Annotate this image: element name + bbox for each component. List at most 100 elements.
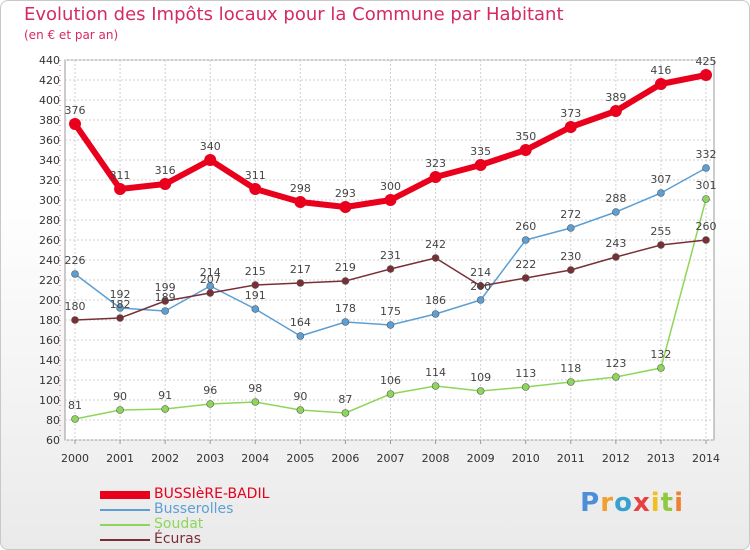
- data-label: 255: [650, 225, 671, 238]
- data-label: 215: [245, 265, 266, 278]
- data-label: 192: [110, 288, 131, 301]
- y-tick-label: 420: [39, 74, 60, 87]
- x-tick-label: 2002: [151, 452, 179, 465]
- data-label: 243: [605, 237, 626, 250]
- y-tick-label: 380: [39, 114, 60, 127]
- x-tick-label: 2014: [692, 452, 720, 465]
- logo-letter: i: [674, 488, 684, 518]
- data-point: [566, 266, 575, 274]
- data-point: [700, 69, 712, 81]
- x-tick-label: 2012: [602, 452, 630, 465]
- data-point: [702, 236, 710, 244]
- data-label: 132: [650, 348, 671, 361]
- data-point: [161, 307, 169, 315]
- data-label: 260: [696, 220, 717, 233]
- data-label: 376: [65, 104, 86, 117]
- data-label: 288: [605, 192, 626, 205]
- x-tick-label: 2010: [512, 452, 540, 465]
- data-point: [521, 383, 530, 391]
- data-point: [161, 405, 169, 413]
- data-point: [654, 78, 667, 90]
- data-point: [386, 321, 395, 329]
- data-point: [386, 390, 395, 398]
- data-label: 180: [65, 300, 86, 313]
- data-point: [249, 183, 262, 195]
- data-point: [71, 415, 79, 423]
- data-point: [204, 154, 217, 166]
- legend-item: Écuras: [100, 532, 269, 547]
- y-tick-label: 440: [39, 54, 60, 67]
- data-point: [206, 400, 215, 408]
- data-label: 300: [380, 180, 401, 193]
- data-point: [114, 183, 127, 195]
- data-point: [609, 105, 622, 117]
- data-label: 350: [515, 130, 536, 143]
- y-tick-label: 180: [39, 314, 60, 327]
- data-label: 230: [560, 250, 581, 263]
- data-label: 272: [560, 208, 581, 221]
- chart-title: Evolution des Impôts locaux pour la Comm…: [24, 4, 564, 25]
- x-tick-label: 2013: [647, 452, 675, 465]
- data-label: 189: [155, 291, 176, 304]
- y-tick-label: 260: [39, 234, 60, 247]
- data-label: 81: [68, 399, 82, 412]
- data-point: [251, 305, 260, 313]
- logo-letter: x: [632, 488, 651, 518]
- legend-label: Soudat: [154, 516, 204, 532]
- x-tick-label: 2004: [241, 452, 269, 465]
- data-label: 293: [335, 187, 356, 200]
- data-point: [341, 318, 350, 326]
- data-label: 178: [335, 302, 356, 315]
- y-tick-label: 120: [39, 374, 60, 387]
- data-label: 298: [290, 182, 311, 195]
- data-point: [474, 159, 487, 171]
- data-label: 222: [515, 258, 536, 271]
- legend-swatch: [100, 523, 150, 526]
- legend-label: Busserolles: [154, 501, 234, 517]
- data-point: [116, 314, 124, 322]
- data-label: 214: [470, 266, 491, 279]
- data-label: 175: [380, 305, 401, 318]
- legend-item: Soudat: [100, 517, 269, 532]
- data-label: 217: [290, 263, 311, 276]
- data-label: 311: [245, 169, 266, 182]
- data-point: [296, 279, 305, 287]
- y-tick-label: 280: [39, 214, 60, 227]
- legend-item: BUSSIèRE-BADIL: [100, 487, 269, 502]
- data-label: 416: [650, 64, 671, 77]
- logo-letter: r: [600, 488, 615, 518]
- legend-swatch: [100, 508, 150, 511]
- x-tick-label: 2006: [331, 452, 359, 465]
- data-label: 113: [515, 367, 536, 380]
- x-tick-label: 2011: [557, 452, 585, 465]
- data-label: 186: [425, 294, 446, 307]
- y-tick-label: 400: [39, 94, 60, 107]
- data-point: [612, 208, 620, 216]
- data-label: 90: [293, 390, 307, 403]
- data-point: [384, 194, 397, 206]
- data-point: [339, 201, 352, 213]
- y-tick-label: 340: [39, 154, 60, 167]
- legend-swatch: [100, 490, 150, 499]
- data-label: 219: [335, 261, 356, 274]
- y-tick-label: 360: [39, 134, 60, 147]
- data-label: 301: [696, 179, 717, 192]
- data-point: [206, 289, 215, 297]
- y-tick-label: 80: [46, 414, 60, 427]
- data-point: [612, 373, 620, 381]
- data-label: 323: [425, 157, 446, 170]
- logo-letter: o: [614, 488, 633, 518]
- data-point: [116, 304, 124, 312]
- logo-letter: i: [650, 488, 661, 518]
- y-tick-label: 60: [46, 434, 60, 447]
- x-tick-label: 2001: [106, 452, 134, 465]
- data-label: 311: [110, 169, 131, 182]
- data-label: 332: [696, 148, 717, 161]
- y-tick-label: 140: [39, 354, 60, 367]
- data-label: 106: [380, 374, 401, 387]
- legend-label: BUSSIèRE-BADIL: [154, 486, 270, 502]
- plot-area: [64, 59, 715, 441]
- chart-legend: BUSSIèRE-BADIL Busserolles Soudat Écuras: [100, 487, 269, 547]
- data-point: [296, 332, 305, 340]
